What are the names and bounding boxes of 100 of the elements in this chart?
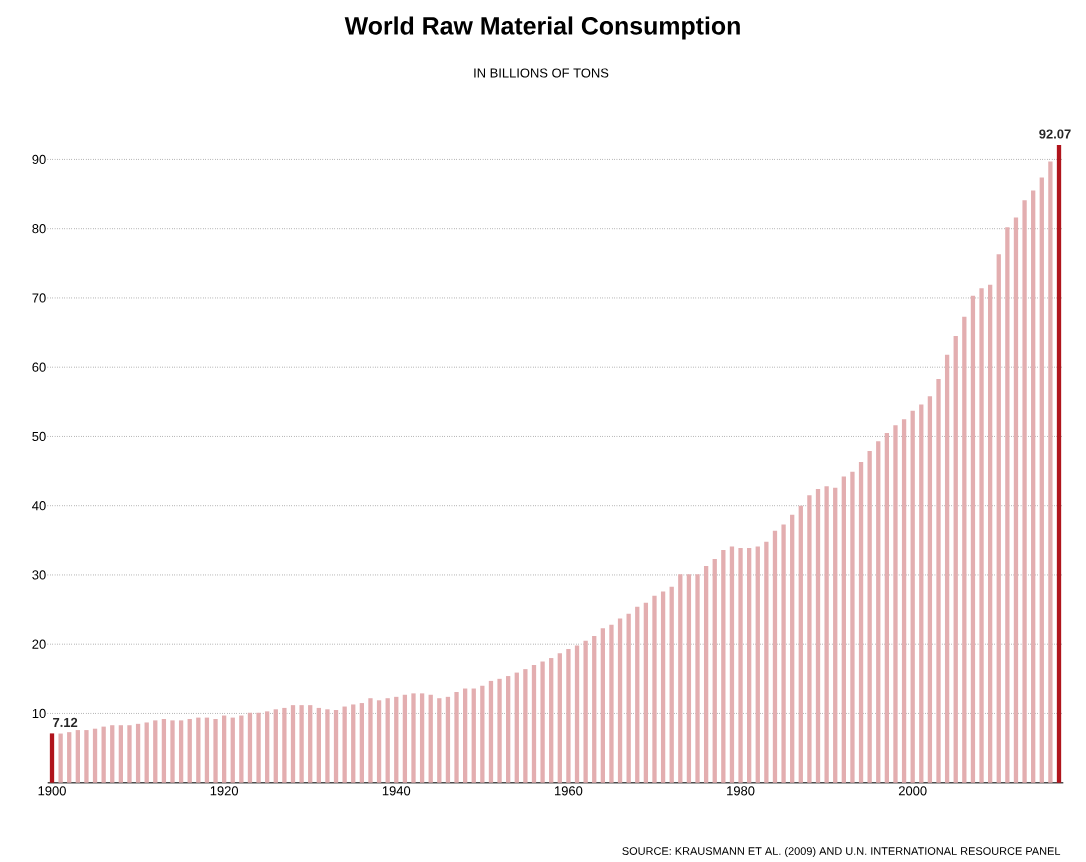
- bar: [583, 640, 588, 783]
- bar: [540, 661, 545, 783]
- bar: [549, 658, 554, 783]
- bar: [626, 613, 631, 783]
- bar: [471, 688, 476, 783]
- bar: [230, 717, 235, 783]
- y-tick-label: 90: [32, 154, 46, 165]
- bar: [729, 546, 735, 783]
- bar: [600, 628, 605, 783]
- bar: [566, 649, 571, 783]
- bar: [1022, 200, 1027, 783]
- data-label: 92.07: [1039, 129, 1071, 139]
- bar: [1048, 161, 1053, 783]
- bar: [462, 688, 468, 783]
- bar: [514, 672, 519, 783]
- y-tick-label: 80: [32, 224, 46, 234]
- bar: [807, 495, 812, 783]
- y-tick-label: 50: [32, 431, 46, 442]
- bar: [901, 419, 907, 783]
- bar: [738, 547, 743, 783]
- bar: [256, 712, 261, 783]
- bar: [506, 676, 511, 783]
- bar: [970, 295, 976, 783]
- bar: [609, 624, 614, 783]
- bar: [282, 707, 287, 783]
- bar: [858, 462, 864, 783]
- bar: [110, 725, 115, 783]
- bar: [316, 707, 321, 783]
- bar: [815, 489, 821, 783]
- bar: [376, 700, 382, 783]
- bar: [359, 703, 365, 783]
- bar: [790, 514, 795, 783]
- bar: [265, 711, 270, 783]
- bar: [944, 354, 950, 783]
- bar: [368, 698, 373, 783]
- y-tick-label: 70: [32, 293, 46, 303]
- bar: [531, 664, 537, 783]
- chart-title: World Raw Material Consumption: [344, 16, 740, 40]
- bar: [411, 693, 416, 783]
- bar: [222, 715, 227, 783]
- bar: [592, 635, 597, 783]
- y-tick-label: 10: [32, 708, 46, 719]
- bar: [247, 712, 253, 783]
- bar: [101, 726, 106, 783]
- bar: [850, 471, 855, 783]
- bar: [127, 725, 132, 783]
- x-tick-label: 2000: [898, 786, 927, 796]
- bar: [635, 606, 640, 783]
- bar: [58, 733, 63, 783]
- chart-subtitle: IN BILLIONS OF TONS: [474, 68, 609, 78]
- bar: [385, 698, 390, 783]
- bar: [910, 410, 915, 783]
- bar: [747, 547, 752, 783]
- bar: [781, 524, 786, 783]
- bar: [178, 720, 184, 783]
- bar: [669, 586, 674, 783]
- bar: [402, 694, 408, 783]
- bar: [755, 546, 760, 783]
- bar: [161, 719, 167, 783]
- bar: [437, 698, 442, 783]
- bar: [1013, 217, 1019, 783]
- bar: [660, 591, 666, 783]
- bar: [497, 678, 502, 783]
- bar: [833, 487, 838, 783]
- bar: [884, 432, 890, 783]
- bar: [695, 574, 700, 783]
- bar: [936, 378, 941, 783]
- bar: [49, 733, 55, 783]
- bar: [798, 505, 803, 783]
- bar: [574, 645, 580, 783]
- bar: [290, 705, 296, 783]
- bar: [454, 691, 459, 783]
- source-note: SOURCE: KRAUSMANN ET AL. (2009) AND U.N. INTERNATIONAL RESOURCE PANEL: [622, 846, 1061, 858]
- bar: [893, 425, 898, 783]
- bar: [953, 336, 958, 783]
- bar: [617, 618, 623, 783]
- y-tick-label: 60: [32, 362, 46, 372]
- bar: [772, 530, 778, 783]
- bar: [308, 705, 313, 783]
- bar: [1031, 190, 1036, 783]
- bar: [712, 559, 717, 783]
- bar: [1039, 177, 1044, 783]
- bar: [919, 404, 924, 783]
- bar: [187, 719, 192, 783]
- bar: [962, 316, 967, 783]
- bar: [67, 732, 72, 783]
- bar: [84, 730, 89, 783]
- x-tick-label: 1920: [210, 786, 239, 796]
- bar: [204, 717, 210, 783]
- bar: [92, 728, 98, 783]
- bar: [342, 706, 347, 783]
- bar: [273, 709, 278, 783]
- bar: [686, 574, 692, 783]
- bar: [75, 730, 80, 783]
- bar: [1005, 227, 1010, 783]
- y-tick-label: 30: [32, 570, 46, 580]
- bar: [876, 441, 881, 783]
- bar: [927, 396, 933, 783]
- bar: [394, 696, 399, 783]
- bar: [144, 722, 149, 783]
